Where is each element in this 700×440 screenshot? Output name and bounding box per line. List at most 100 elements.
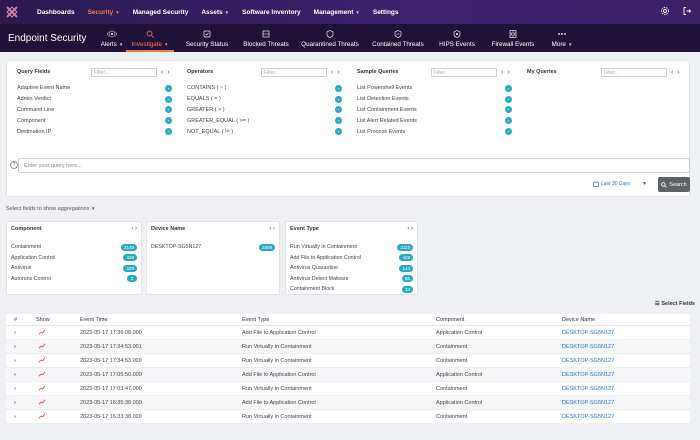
nav-item-software-inventory[interactable]: Software Inventory <box>242 9 301 16</box>
tab-hips-events[interactable]: HIPS Events <box>430 24 484 52</box>
expand-row-icon[interactable]: › <box>14 357 16 364</box>
add-item-icon[interactable]: + <box>165 117 172 125</box>
chevron-left-icon[interactable]: ‹ <box>331 68 334 76</box>
tab-contained-threats[interactable]: Contained Threats <box>366 24 430 52</box>
device-name-link[interactable]: DESKTOP-SG5N127 <box>562 357 615 364</box>
add-item-icon[interactable]: + <box>505 84 512 92</box>
expand-row-icon[interactable]: › <box>14 343 16 350</box>
date-range-picker[interactable]: Last 30 Days <box>593 181 630 187</box>
query-item[interactable]: Component + <box>17 115 172 126</box>
query-item[interactable]: List Containment Events + <box>357 105 512 116</box>
add-item-icon[interactable]: + <box>335 95 342 103</box>
chevron-left-icon[interactable]: ‹ <box>269 226 273 232</box>
add-item-icon[interactable]: + <box>335 128 342 136</box>
query-item[interactable]: EQUALS ( = ) + <box>187 94 342 105</box>
app-logo-icon[interactable] <box>0 0 24 24</box>
expand-row-icon[interactable]: › <box>14 371 16 378</box>
nav-item-security[interactable]: Security ▼ <box>88 9 120 16</box>
chevron-right-icon[interactable]: › <box>135 226 137 232</box>
nav-item-assets[interactable]: Assets ▼ <box>201 9 229 16</box>
chevron-left-icon[interactable]: ‹ <box>671 68 674 76</box>
query-item[interactable]: List Process Events + <box>357 126 512 137</box>
query-item[interactable]: NOT_EQUAL ( != ) + <box>187 126 342 137</box>
add-item-icon[interactable]: + <box>165 95 172 103</box>
device-name-link[interactable]: DESKTOP-SG5N127 <box>562 385 615 392</box>
select-fields-button[interactable]: ☰ Select Fields <box>654 301 695 307</box>
query-item[interactable]: Admin Verdict + <box>17 94 172 105</box>
show-trend-icon[interactable] <box>38 398 46 407</box>
show-trend-icon[interactable] <box>38 370 46 379</box>
expand-row-icon[interactable]: › <box>14 385 16 392</box>
show-trend-icon[interactable] <box>38 342 46 351</box>
chevron-down-icon[interactable]: ▼ <box>642 181 647 187</box>
query-item[interactable]: Destination IP + <box>17 126 172 137</box>
add-item-icon[interactable]: + <box>335 117 342 125</box>
add-item-icon[interactable]: + <box>505 117 512 125</box>
filter-input[interactable]: Filter... <box>261 67 327 77</box>
logout-icon[interactable] <box>682 6 692 16</box>
tab-firewall-events[interactable]: Firewall Events <box>484 24 542 52</box>
chevron-right-icon[interactable]: › <box>411 226 413 232</box>
show-trend-icon[interactable] <box>38 356 46 365</box>
filter-input[interactable]: Filter... <box>601 67 667 77</box>
chevron-right-icon[interactable]: › <box>167 68 170 76</box>
aggregation-row[interactable]: Application Control 428 <box>11 253 137 264</box>
query-item[interactable]: Command Line + <box>17 105 172 116</box>
query-help-icon[interactable]: ? <box>10 161 18 169</box>
aggregation-row[interactable]: Antivirus Detect Malware 86 <box>290 274 413 285</box>
aggregation-row[interactable]: Run Virtually in Containment 2115 <box>290 242 413 253</box>
nav-item-managed-security[interactable]: Managed Security <box>133 9 189 16</box>
nav-item-settings[interactable]: Settings <box>373 9 399 16</box>
query-item[interactable]: List Powershell Events + <box>357 83 512 94</box>
tab-more[interactable]: More ▼ <box>542 24 582 52</box>
chevron-left-icon[interactable]: ‹ <box>501 68 504 76</box>
settings-gear-icon[interactable] <box>660 6 670 16</box>
add-item-icon[interactable]: + <box>505 106 512 114</box>
show-trend-icon[interactable] <box>38 412 46 421</box>
aggregation-row[interactable]: Add File to Application Control 428 <box>290 253 413 264</box>
device-name-link[interactable]: DESKTOP-SG5N127 <box>562 371 615 378</box>
expand-row-icon[interactable]: › <box>14 329 16 336</box>
add-item-icon[interactable]: + <box>335 84 342 92</box>
add-item-icon[interactable]: + <box>335 106 342 114</box>
device-name-link[interactable]: DESKTOP-SG5N127 <box>562 399 615 406</box>
filter-input[interactable]: Filter... <box>431 67 497 77</box>
tab-quarantined-threats[interactable]: Quarantined Threats <box>294 24 366 52</box>
aggregation-selector[interactable]: Select fields to show aggregations ▼ <box>6 206 95 212</box>
add-item-icon[interactable]: + <box>165 128 172 136</box>
chevron-right-icon[interactable]: › <box>507 68 510 76</box>
show-trend-icon[interactable] <box>38 328 46 337</box>
chevron-left-icon[interactable]: ‹ <box>161 68 164 76</box>
chevron-left-icon[interactable]: ‹ <box>131 226 135 232</box>
show-trend-icon[interactable] <box>38 384 46 393</box>
query-item[interactable]: GREATER ( > ) + <box>187 105 342 116</box>
chevron-left-icon[interactable]: ‹ <box>407 226 411 232</box>
query-item[interactable]: CONTAINS ( ~ ) + <box>187 83 342 94</box>
device-name-link[interactable]: DESKTOP-SG5N127 <box>562 329 615 336</box>
aggregation-row[interactable]: Autoruns Control 3 <box>11 274 137 285</box>
aggregation-row[interactable]: Containment Block 34 <box>290 284 413 295</box>
query-item[interactable]: Adaptive Event Name + <box>17 83 172 94</box>
add-item-icon[interactable]: + <box>165 106 172 114</box>
aggregation-row[interactable]: Antivirus 229 <box>11 263 137 274</box>
chevron-right-icon[interactable]: › <box>273 226 275 232</box>
chevron-right-icon[interactable]: › <box>337 68 340 76</box>
add-item-icon[interactable]: + <box>505 128 512 136</box>
query-item[interactable]: List Detection Events + <box>357 94 512 105</box>
tab-blocked-threats[interactable]: Blocked Threats <box>238 24 294 52</box>
nav-item-dashboards[interactable]: Dashboards <box>37 9 75 16</box>
add-item-icon[interactable]: + <box>505 95 512 103</box>
filter-input[interactable]: Filter... <box>91 67 157 77</box>
expand-row-icon[interactable]: › <box>14 413 16 420</box>
expand-row-icon[interactable]: › <box>14 399 16 406</box>
nav-item-management[interactable]: Management ▼ <box>314 9 360 16</box>
aggregation-row[interactable]: Containment 2149 <box>11 242 137 253</box>
query-item[interactable]: GREATER_EQUAL ( >= ) + <box>187 115 342 126</box>
query-item[interactable]: List Alert Related Events + <box>357 115 512 126</box>
aggregation-row[interactable]: DESKTOP-SG5N127 2809 <box>151 242 275 253</box>
aggregation-row[interactable]: Antivirus Quarantine 143 <box>290 263 413 274</box>
query-input[interactable]: Enter your query here... <box>18 158 690 173</box>
tab-security-status[interactable]: Security Status <box>176 24 238 52</box>
tab-alerts[interactable]: Alerts ▼ <box>100 24 124 52</box>
device-name-link[interactable]: DESKTOP-SG5N127 <box>562 413 615 420</box>
